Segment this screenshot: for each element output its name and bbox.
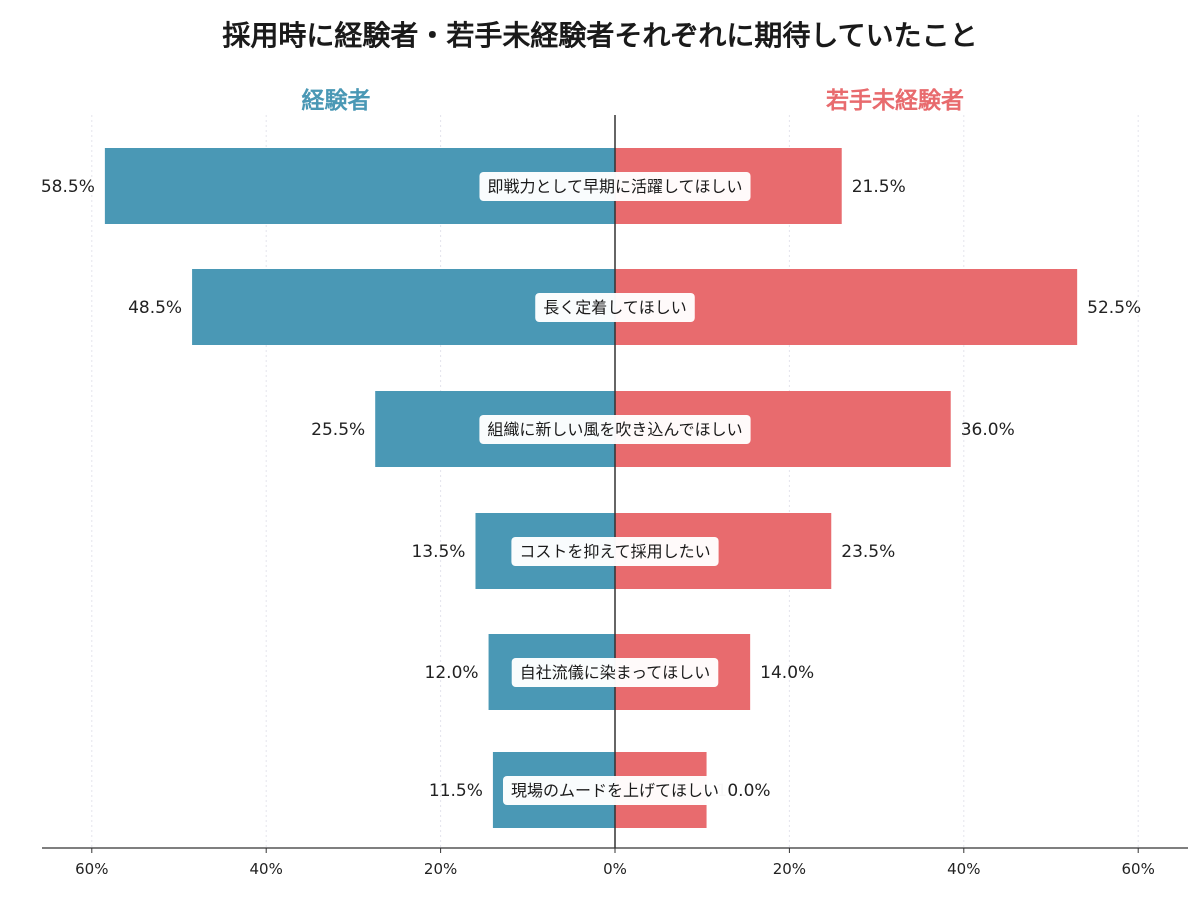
x-tick-label: 40% — [947, 860, 980, 878]
left-series-label: 経験者 — [302, 87, 371, 114]
value-label-right: 52.5% — [1087, 298, 1141, 318]
x-tick-label: 0% — [603, 860, 627, 878]
category-label: 組織に新しい風を吹き込んでほしい — [479, 415, 751, 444]
x-tick-label: 20% — [424, 860, 457, 878]
category-label: 長く定着してほしい — [535, 293, 695, 322]
value-label-left: 48.5% — [128, 298, 182, 318]
value-label-left: 13.5% — [411, 542, 465, 562]
value-label-right: 36.0% — [961, 420, 1015, 440]
x-tick-label: 40% — [250, 860, 283, 878]
category-label-box — [511, 658, 719, 687]
value-label-right: 10.0% — [717, 781, 771, 801]
category-label-text: 即戦力として早期に活躍してほしい — [487, 177, 742, 196]
right-series-label: 若手未経験者 — [826, 87, 964, 114]
category-label-box — [502, 776, 728, 805]
value-label-left: 11.5% — [429, 781, 483, 801]
x-tick-label: 60% — [75, 860, 108, 878]
category-label: 即戦力として早期に活躍してほしい — [479, 172, 751, 201]
value-label-left: 12.0% — [425, 663, 479, 683]
value-label-left: 25.5% — [311, 420, 365, 440]
category-label-box — [511, 537, 719, 566]
category-label-box — [479, 172, 751, 201]
category-label: 現場のムードを上げてほしい — [502, 776, 728, 805]
category-label-text: コストを抑えて採用したい — [519, 542, 710, 561]
category-label-text: 長く定着してほしい — [543, 298, 687, 317]
value-label-right: 23.5% — [841, 542, 895, 562]
x-tick-label: 20% — [773, 860, 806, 878]
category-label-text: 現場のムードを上げてほしい — [511, 781, 719, 800]
value-label-right: 14.0% — [760, 663, 814, 683]
category-label-text: 組織に新しい風を吹き込んでほしい — [487, 420, 742, 439]
chart-title: 採用時に経験者・若手未経験者それぞれに期待していたこと — [222, 19, 977, 52]
x-tick-label: 60% — [1122, 860, 1155, 878]
category-label-box — [479, 415, 751, 444]
category-label-text: 自社流儀に染まってほしい — [520, 663, 711, 682]
category-label: コストを抑えて採用したい — [511, 537, 719, 566]
category-label: 自社流儀に染まってほしい — [511, 658, 719, 687]
value-label-right: 21.5% — [852, 177, 906, 197]
value-label-left: 58.5% — [41, 177, 95, 197]
category-label-box — [535, 293, 695, 322]
